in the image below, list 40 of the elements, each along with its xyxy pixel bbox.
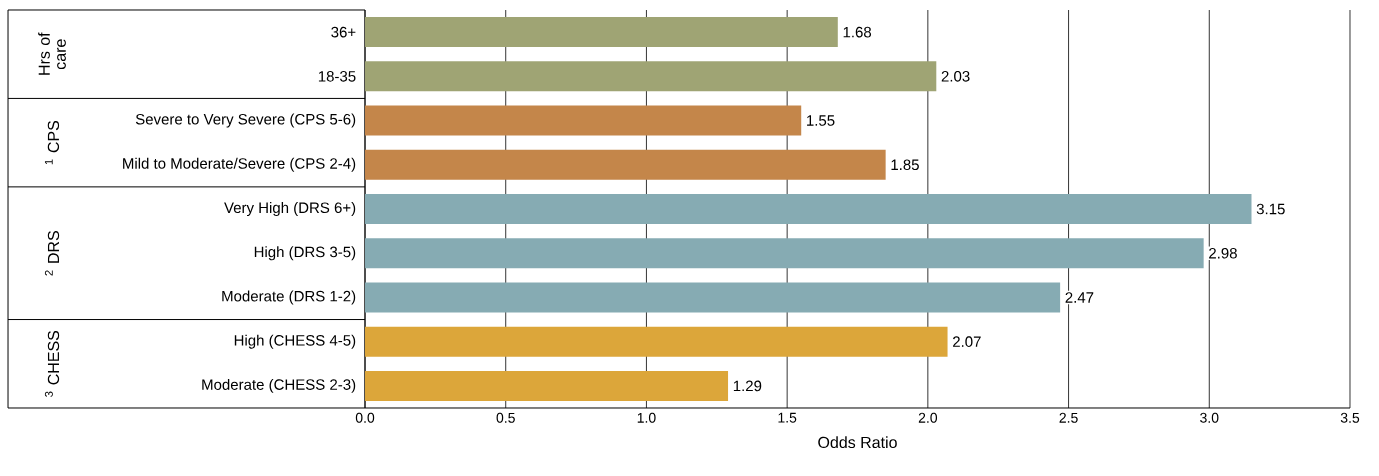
bar [365,61,937,92]
y-tick-label: Moderate (CHESS 2-3) [202,378,356,393]
bar [365,326,948,357]
x-axis-title: Odds Ratio [818,436,897,449]
data-label: 2.03 [941,71,970,82]
text: $^{2}$ DRS [44,231,60,276]
text: Hrs of care [38,32,66,75]
x-tick-label: 0.5 [496,412,515,423]
y-tick-label: High (CHESS 4-5) [234,334,356,349]
data-label: 3.15 [1256,203,1285,215]
bar [365,238,1204,269]
data-label: 1.29 [733,380,762,392]
x-tick-label: 0.0 [355,412,375,423]
x-tick-label: 1.5 [778,412,797,423]
y-tick-label: Very High (DRS 6+) [224,202,356,216]
bar [365,149,886,180]
bar [365,282,1061,313]
data-label: 1.55 [807,115,835,126]
bar [365,105,802,136]
y-tick-label: Severe to Very Severe (CPS 5-6) [135,113,356,128]
y-tick-label: 36+ [331,26,356,38]
data-label: 1.85 [891,159,919,171]
y-tick-label: High (DRS 3-5) [254,246,356,261]
bar [365,370,729,401]
y-tick-label: 18-35 [318,71,356,82]
text: $^{3}$ CHESS [44,330,60,397]
x-tick-label: 3.0 [1200,412,1219,423]
x-tick-label: 2.0 [918,412,938,423]
x-tick-label: 1.0 [637,412,656,423]
data-label: 1.68 [843,26,872,38]
data-label: 2.98 [1209,247,1237,259]
text: $^{1}$ CPS [44,120,60,165]
y-tick-label: Moderate (DRS 1-2) [222,290,356,305]
y-tick-label: Mild to Moderate/Severe (CPS 2-4) [123,157,356,172]
x-tick-label: 3.5 [1340,412,1360,423]
data-label: 2.47 [1065,292,1094,303]
bar [365,17,838,48]
bar [365,194,1252,224]
data-label: 2.07 [953,336,981,347]
x-tick-label: 2.5 [1059,412,1078,423]
